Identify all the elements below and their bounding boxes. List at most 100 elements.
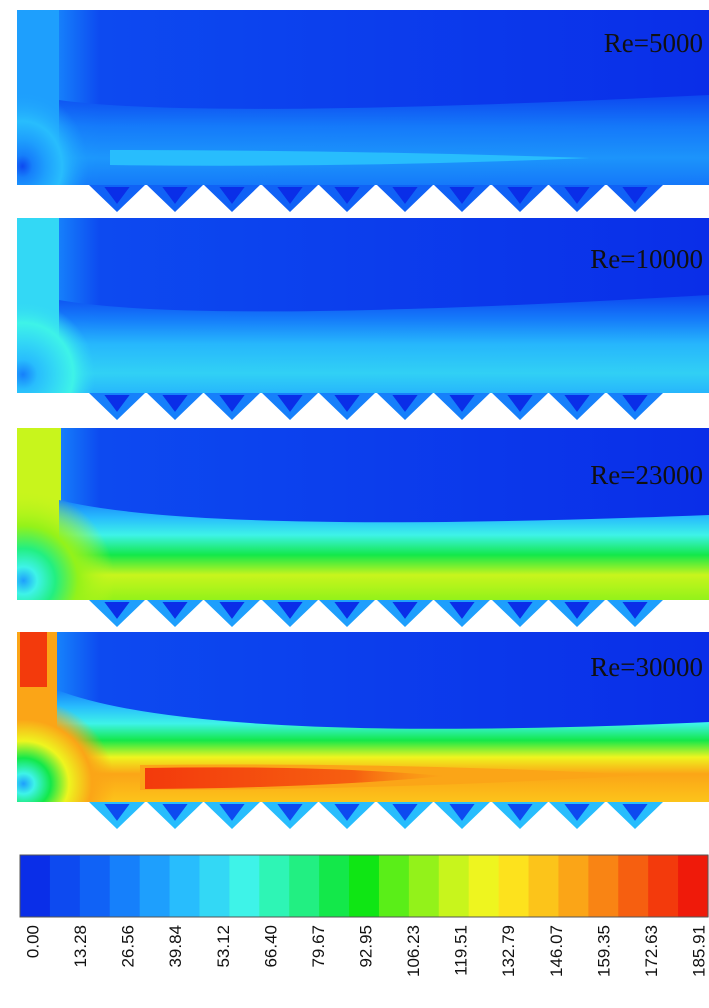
rib-cavity-core [622, 804, 648, 821]
rib-cavity-core [392, 804, 418, 821]
impingement-corner [17, 270, 137, 393]
panel-re-5000: Re=5000 [17, 10, 709, 212]
colorbar-tick-label: 106.23 [404, 925, 423, 977]
rib-cavity-core [449, 602, 475, 619]
colorbar-tick-label: 185.91 [689, 925, 708, 977]
colorbar-cells [20, 855, 709, 917]
rib-cavity-core [622, 602, 648, 619]
rib-cavity-core [392, 602, 418, 619]
colorbar-cell [528, 855, 560, 917]
colorbar-cell [558, 855, 589, 917]
rib-cavity-core [219, 804, 245, 821]
colorbar-tick-label: 79.67 [309, 925, 328, 968]
rib-cavity-core [449, 187, 475, 204]
rib-cavity-core [277, 804, 303, 821]
rib-cavity-core [219, 602, 245, 619]
colorbar-cell [498, 855, 530, 917]
colorbar-cell [229, 855, 260, 917]
colorbar-cell [648, 855, 679, 917]
rib-cavity-core [449, 804, 475, 821]
colorbar-cell [109, 855, 141, 917]
rib-cavity-core [162, 395, 188, 412]
rib-row [89, 393, 663, 420]
colorbar-tick-label: 26.56 [119, 925, 138, 968]
colorbar-tick-label: 159.35 [594, 925, 613, 977]
rib-cavity-core [219, 395, 245, 412]
colorbar-tick-label: 146.07 [547, 925, 566, 977]
colorbar-cell [319, 855, 350, 917]
rib-cavity-core [392, 395, 418, 412]
reynolds-label: Re=10000 [590, 244, 703, 274]
rib-cavity-core [162, 602, 188, 619]
colorbar-cell [349, 855, 380, 917]
wall-jet-layer [59, 95, 709, 185]
rib-cavity-core [334, 187, 360, 204]
rib-cavity-core [277, 395, 303, 412]
panel-re-30000: Re=30000 [17, 632, 709, 829]
wall-jet-peak [145, 767, 445, 789]
colorbar-tick-label: 132.79 [499, 925, 518, 977]
colorbar-tick-label: 92.95 [356, 925, 375, 968]
rib-cavity-core [507, 602, 533, 619]
reynolds-label: Re=23000 [590, 460, 703, 490]
colorbar-frame [19, 854, 709, 918]
rib-cavity-core [622, 395, 648, 412]
rib-cavity-core [277, 602, 303, 619]
rib-cavity-core [622, 187, 648, 204]
colorbar-ticks: 0.00 13.28 26.56 39.84 53.12 66.40 79.67 92.95 1… [23, 925, 708, 977]
colorbar-cell [468, 855, 500, 917]
rib-cavity-core [104, 187, 130, 204]
rib-cavity-core [162, 187, 188, 204]
rib-cavity-core [334, 804, 360, 821]
impingement-corner [17, 470, 147, 600]
rib-cavity-core [507, 395, 533, 412]
rib-cavity-core [564, 187, 590, 204]
colorbar: 0.00 13.28 26.56 39.84 53.12 66.40 79.67 92.95 1… [19, 854, 709, 977]
colorbar-cell [199, 855, 230, 917]
reynolds-label: Re=5000 [604, 28, 703, 58]
rib-cavity-core [564, 602, 590, 619]
colorbar-tick-label: 172.63 [642, 925, 661, 977]
inlet-hot-spot [20, 632, 47, 687]
colorbar-tick-label: 53.12 [214, 925, 233, 968]
impingement-corner [17, 60, 127, 185]
impingement-corner [17, 680, 147, 802]
rib-cavity-core [507, 804, 533, 821]
rib-row [89, 600, 663, 627]
colorbar-tick-label: 39.84 [166, 925, 185, 968]
rib-cavity-core [277, 187, 303, 204]
colorbar-cell [378, 855, 410, 917]
rib-cavity-core [449, 395, 475, 412]
rib-cavity-core [334, 395, 360, 412]
colorbar-cell [20, 855, 51, 917]
colorbar-cell [618, 855, 649, 917]
rib-cavity-core [392, 187, 418, 204]
colorbar-cell [49, 855, 81, 917]
rib-cavity-core [104, 804, 130, 821]
colorbar-tick-label: 13.28 [71, 925, 90, 968]
reynolds-label: Re=30000 [590, 652, 703, 682]
rib-cavity-core [162, 804, 188, 821]
wall-jet-layer [59, 295, 709, 393]
rib-row [89, 185, 663, 212]
rib-cavity-core [564, 804, 590, 821]
rib-cavity-core [219, 187, 245, 204]
colorbar-cell [169, 855, 201, 917]
wall-jet-core [110, 150, 590, 166]
colorbar-tick-label: 119.51 [452, 925, 471, 976]
colorbar-cell [259, 855, 290, 917]
colorbar-cell [408, 855, 440, 917]
colorbar-cell [678, 855, 709, 917]
panel-re-10000: Re=10000 [17, 218, 709, 420]
rib-cavity-core [507, 187, 533, 204]
rib-cavity-core [104, 602, 130, 619]
rib-cavity-core [104, 395, 130, 412]
rib-cavity-core [334, 602, 360, 619]
rib-row [89, 802, 663, 829]
panel-re-23000: Re=23000 [17, 428, 709, 627]
colorbar-cell [438, 855, 470, 917]
colorbar-tick-label: 66.40 [261, 925, 280, 968]
wall-jet-layer [59, 500, 709, 600]
colorbar-cell [79, 855, 111, 917]
